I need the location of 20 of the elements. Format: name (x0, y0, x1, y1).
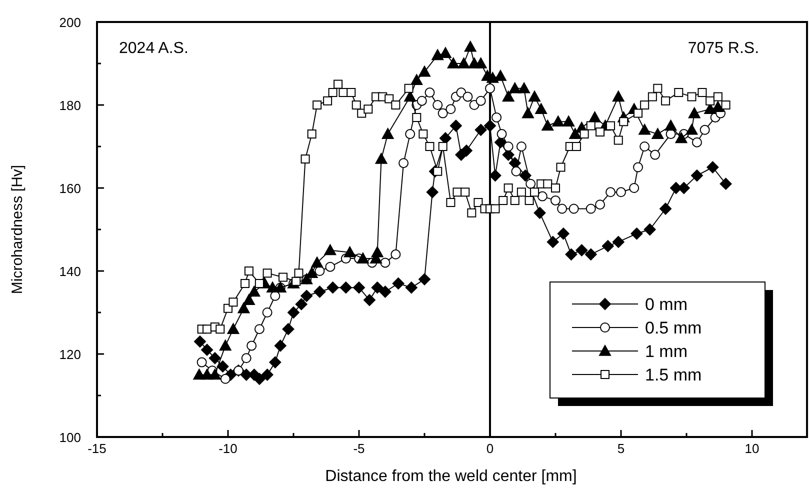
y-tick-label: 100 (59, 430, 81, 445)
legend-label: 0 mm (645, 295, 688, 314)
y-tick-label: 120 (59, 347, 81, 362)
x-tick-label: 0 (486, 441, 494, 456)
x-tick-label: -5 (353, 441, 365, 456)
x-tick-label: 5 (617, 441, 625, 456)
y-axis-title: Microhardness [Hv] (9, 164, 26, 294)
x-tick-label: -10 (218, 441, 238, 456)
y-tick-label: 180 (59, 98, 81, 113)
annotation: 7075 R.S. (688, 40, 760, 57)
legend-label: 1 mm (645, 342, 688, 361)
x-axis-title: Distance from the weld center [mm] (325, 468, 577, 485)
x-tick-label: -15 (88, 441, 106, 456)
legend-label: 0.5 mm (645, 318, 702, 338)
legend-label: 1.5 mm (645, 366, 702, 384)
x-tick-label: 10 (744, 441, 760, 456)
annotation: 2024 A.S. (119, 40, 188, 57)
y-tick-label: 160 (59, 181, 81, 196)
y-tick-label: 140 (59, 264, 81, 279)
y-tick-label: 200 (59, 15, 81, 30)
